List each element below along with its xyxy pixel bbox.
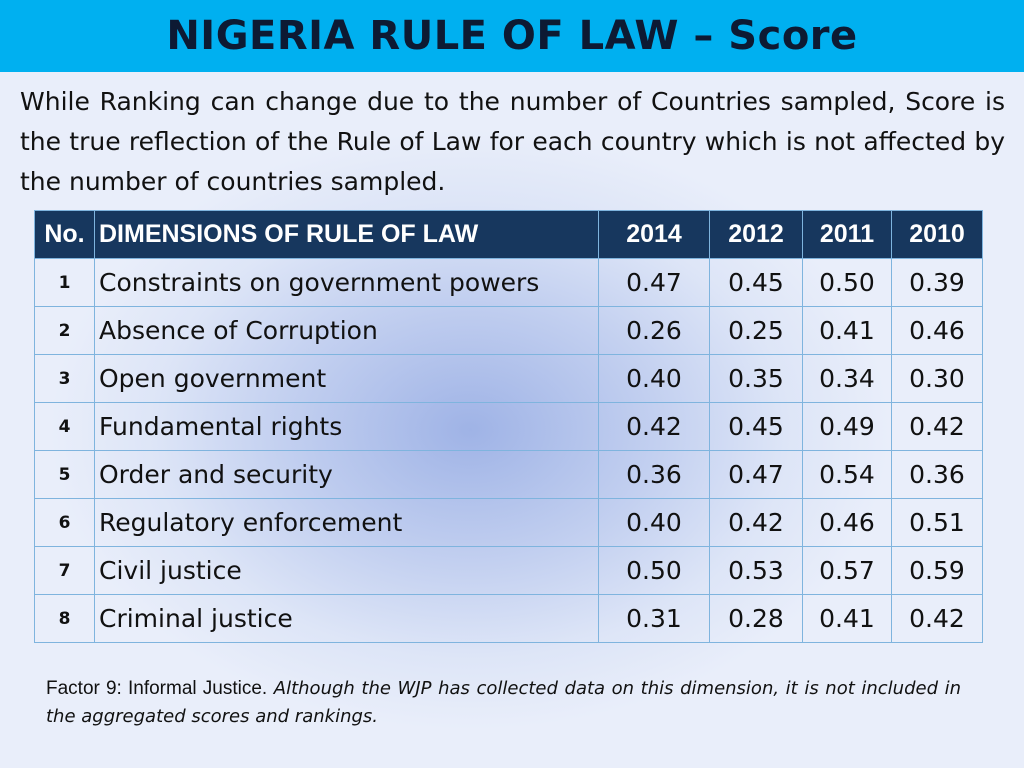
row-number: 2: [34, 306, 95, 355]
slide-title: NIGERIA RULE OF LAW – Score: [166, 13, 858, 59]
footnote: Factor 9: Informal Justice. Although the…: [46, 675, 961, 731]
score-2010: 0.59: [891, 546, 983, 595]
score-2010: 0.51: [891, 498, 983, 547]
score-2012: 0.45: [709, 402, 803, 451]
footnote-text: Although the WJP has collected data on t…: [46, 678, 961, 727]
score-2011: 0.49: [802, 402, 892, 451]
score-2011: 0.54: [802, 450, 892, 499]
table-row: 3 Open government 0.40 0.35 0.34 0.30: [34, 354, 983, 403]
dimension-name: Open government: [94, 354, 599, 403]
row-number: 1: [34, 258, 95, 307]
score-2014: 0.47: [598, 258, 710, 307]
score-2010: 0.36: [891, 450, 983, 499]
score-2014: 0.31: [598, 594, 710, 643]
row-number: 8: [34, 594, 95, 643]
dimension-name: Civil justice: [94, 546, 599, 595]
header-2010: 2010: [891, 210, 983, 259]
table-row: 8 Criminal justice 0.31 0.28 0.41 0.42: [34, 594, 983, 643]
table-row: 4 Fundamental rights 0.42 0.45 0.49 0.42: [34, 402, 983, 451]
score-2010: 0.39: [891, 258, 983, 307]
score-2014: 0.42: [598, 402, 710, 451]
row-number: 3: [34, 354, 95, 403]
score-2012: 0.35: [709, 354, 803, 403]
footnote-lead: Factor 9: Informal Justice.: [46, 678, 268, 699]
row-number: 6: [34, 498, 95, 547]
dimension-name: Constraints on government powers: [94, 258, 599, 307]
title-bar: NIGERIA RULE OF LAW – Score: [0, 0, 1024, 72]
dimension-name: Absence of Corruption: [94, 306, 599, 355]
score-2011: 0.46: [802, 498, 892, 547]
score-2012: 0.25: [709, 306, 803, 355]
score-2014: 0.26: [598, 306, 710, 355]
score-2011: 0.50: [802, 258, 892, 307]
row-number: 4: [34, 402, 95, 451]
row-number: 5: [34, 450, 95, 499]
score-2011: 0.41: [802, 306, 892, 355]
dimension-name: Fundamental rights: [94, 402, 599, 451]
table-row: 1 Constraints on government powers 0.47 …: [34, 258, 983, 307]
score-2012: 0.42: [709, 498, 803, 547]
score-2012: 0.45: [709, 258, 803, 307]
table-row: 7 Civil justice 0.50 0.53 0.57 0.59: [34, 546, 983, 595]
table-row: 5 Order and security 0.36 0.47 0.54 0.36: [34, 450, 983, 499]
score-2011: 0.57: [802, 546, 892, 595]
score-2014: 0.36: [598, 450, 710, 499]
dimension-name: Criminal justice: [94, 594, 599, 643]
intro-paragraph: While Ranking can change due to the numb…: [20, 87, 1005, 196]
score-2012: 0.28: [709, 594, 803, 643]
score-2010: 0.42: [891, 402, 983, 451]
score-2014: 0.40: [598, 498, 710, 547]
score-2010: 0.42: [891, 594, 983, 643]
score-2010: 0.30: [891, 354, 983, 403]
dimension-name: Regulatory enforcement: [94, 498, 599, 547]
score-2014: 0.40: [598, 354, 710, 403]
score-2012: 0.53: [709, 546, 803, 595]
rule-of-law-table: No. DIMENSIONS OF RULE OF LAW 2014 2012 …: [34, 210, 983, 643]
header-dimension: DIMENSIONS OF RULE OF LAW: [94, 210, 599, 259]
table-row: 6 Regulatory enforcement 0.40 0.42 0.46 …: [34, 498, 983, 547]
score-2011: 0.41: [802, 594, 892, 643]
row-number: 7: [34, 546, 95, 595]
header-2012: 2012: [709, 210, 803, 259]
dimension-name: Order and security: [94, 450, 599, 499]
header-no: No.: [34, 210, 95, 259]
score-2014: 0.50: [598, 546, 710, 595]
table-row: 2 Absence of Corruption 0.26 0.25 0.41 0…: [34, 306, 983, 355]
score-2011: 0.34: [802, 354, 892, 403]
header-2014: 2014: [598, 210, 710, 259]
header-2011: 2011: [802, 210, 892, 259]
table-header-row: No. DIMENSIONS OF RULE OF LAW 2014 2012 …: [34, 210, 983, 259]
score-2010: 0.46: [891, 306, 983, 355]
score-2012: 0.47: [709, 450, 803, 499]
